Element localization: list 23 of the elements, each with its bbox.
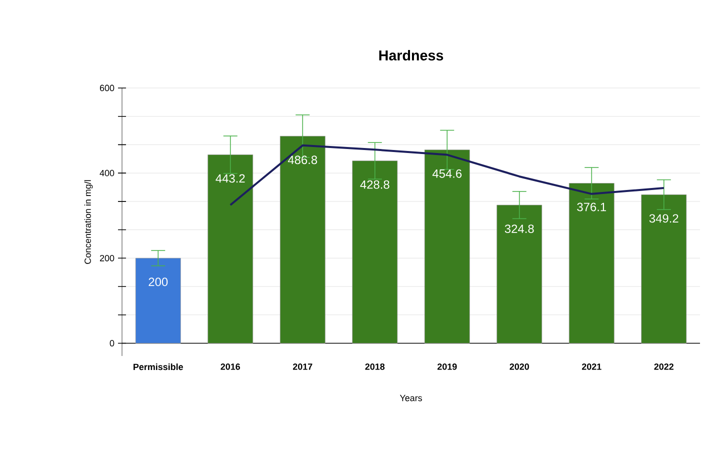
x-tick-label: 2017 — [292, 364, 312, 370]
chart-title: Hardness — [379, 50, 444, 60]
data-label: 443.2 — [216, 174, 245, 183]
x-tick-label: 2019 — [437, 364, 457, 370]
data-label: 349.2 — [649, 214, 678, 223]
x-axis-title: Years — [400, 394, 422, 402]
data-label: 454.6 — [432, 169, 462, 178]
y-tick-label: 600 — [100, 84, 114, 92]
y-axis-title: Concentration in mg/l — [84, 180, 93, 264]
data-label: 324.8 — [504, 224, 534, 234]
x-tick-label: Permissible — [134, 364, 184, 370]
y-tick-label: 200 — [100, 254, 114, 262]
x-tick-label: 2020 — [510, 364, 529, 370]
x-tick-label: 2018 — [365, 364, 385, 370]
x-tick-label: 2016 — [220, 364, 240, 370]
y-tick-label: 400 — [100, 170, 114, 176]
data-label: 200 — [148, 278, 168, 286]
x-tick-label: 2021 — [582, 364, 602, 370]
y-tick-label: 0 — [110, 340, 114, 346]
data-label: 428.8 — [360, 180, 390, 189]
x-tick-label: 2022 — [654, 364, 674, 370]
data-label: 486.8 — [288, 156, 318, 164]
data-label: 376.1 — [577, 202, 606, 212]
